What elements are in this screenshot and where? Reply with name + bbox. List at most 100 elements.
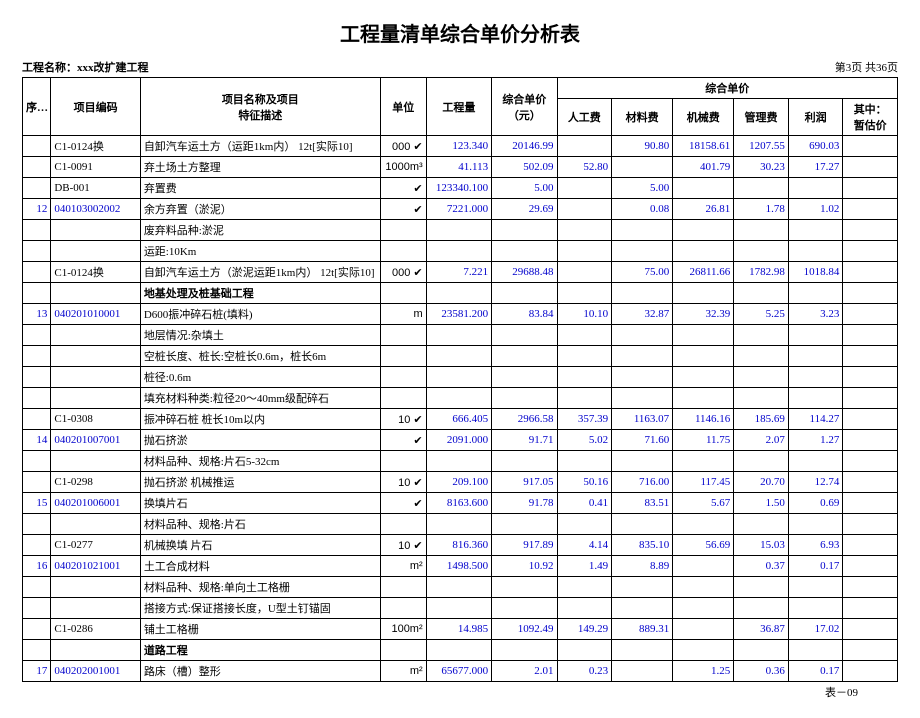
cell: 357.39 xyxy=(557,409,612,430)
cell: 桩径:0.6m xyxy=(140,367,380,388)
main-table: 序号 项目编码 项目名称及项目特征描述 单位 工程量 综合单价（元） 综合单价 … xyxy=(22,77,898,682)
cell xyxy=(380,514,426,535)
cell: 10.10 xyxy=(557,304,612,325)
cell: 1.49 xyxy=(557,556,612,577)
cell: 1.02 xyxy=(788,199,843,220)
cell: 1782.98 xyxy=(734,262,789,283)
cell xyxy=(23,157,51,178)
cell xyxy=(380,283,426,304)
cell xyxy=(788,598,843,619)
cell xyxy=(734,367,789,388)
cell xyxy=(788,178,843,199)
cell xyxy=(557,640,612,661)
table-row: 填充材料种类:粒径20～40mm级配碎石 xyxy=(23,388,898,409)
cell: 废弃料品种:淤泥 xyxy=(140,220,380,241)
cell: 1.78 xyxy=(734,199,789,220)
cell xyxy=(51,577,140,598)
cell: 抛石挤淤 机械推运 xyxy=(140,472,380,493)
page-info: 第3页 共36页 xyxy=(835,59,898,75)
cell xyxy=(843,262,898,283)
cell xyxy=(788,346,843,367)
cell xyxy=(557,136,612,157)
cell xyxy=(426,241,491,262)
cell xyxy=(557,451,612,472)
cell: C1-0308 xyxy=(51,409,140,430)
cell: m² xyxy=(380,556,426,577)
project-label: 工程名称： xyxy=(22,62,77,74)
cell xyxy=(612,283,673,304)
cell: 5.67 xyxy=(673,493,734,514)
cell: 7221.000 xyxy=(426,199,491,220)
cell xyxy=(23,283,51,304)
cell: 0.23 xyxy=(557,661,612,682)
table-row: 桩径:0.6m xyxy=(23,367,898,388)
cell: 040201010001 xyxy=(51,304,140,325)
table-row: 废弃料品种:淤泥 xyxy=(23,220,898,241)
cell xyxy=(612,241,673,262)
cell xyxy=(843,619,898,640)
cell xyxy=(843,598,898,619)
cell: 16 xyxy=(23,556,51,577)
cell xyxy=(23,346,51,367)
cell: 71.60 xyxy=(612,430,673,451)
cell: C1-0091 xyxy=(51,157,140,178)
cell xyxy=(51,451,140,472)
cell xyxy=(23,451,51,472)
cell: 10 ✔ xyxy=(380,535,426,556)
cell: C1-0286 xyxy=(51,619,140,640)
cell: 运距:10Km xyxy=(140,241,380,262)
th-material: 材料费 xyxy=(612,99,673,136)
cell: 0.17 xyxy=(788,661,843,682)
cell xyxy=(380,367,426,388)
table-row: 地基处理及桩基础工程 xyxy=(23,283,898,304)
cell xyxy=(51,640,140,661)
cell: 15 xyxy=(23,493,51,514)
table-row: C1-0286铺土工格栅100m²14.9851092.49149.29889.… xyxy=(23,619,898,640)
cell xyxy=(492,220,557,241)
cell: 26811.66 xyxy=(673,262,734,283)
cell: 23581.200 xyxy=(426,304,491,325)
cell xyxy=(734,388,789,409)
cell xyxy=(612,661,673,682)
table-row: 材料品种、规格:片石 xyxy=(23,514,898,535)
cell xyxy=(673,388,734,409)
cell: 3.23 xyxy=(788,304,843,325)
cell: 10 ✔ xyxy=(380,472,426,493)
cell: 10.92 xyxy=(492,556,557,577)
cell: 117.45 xyxy=(673,472,734,493)
cell xyxy=(612,367,673,388)
cell: 搭接方式:保证搭接长度，U型土钉锚固 xyxy=(140,598,380,619)
cell xyxy=(843,304,898,325)
cell: 8163.600 xyxy=(426,493,491,514)
cell xyxy=(380,577,426,598)
cell xyxy=(843,388,898,409)
cell: C1-0298 xyxy=(51,472,140,493)
cell: 5.25 xyxy=(734,304,789,325)
cell xyxy=(673,178,734,199)
cell xyxy=(843,241,898,262)
cell xyxy=(843,325,898,346)
cell xyxy=(673,220,734,241)
cell xyxy=(843,283,898,304)
cell: 路床（槽）整形 xyxy=(140,661,380,682)
cell: 材料品种、规格:片石 xyxy=(140,514,380,535)
cell xyxy=(23,262,51,283)
cell xyxy=(492,640,557,661)
cell: ✔ xyxy=(380,493,426,514)
table-row: C1-0277机械换填 片石10 ✔816.360917.894.14835.1… xyxy=(23,535,898,556)
cell: 1000m³ xyxy=(380,157,426,178)
table-row: DB-001弃置费✔123340.1005.005.00 xyxy=(23,178,898,199)
cell: C1-0277 xyxy=(51,535,140,556)
cell: 040201021001 xyxy=(51,556,140,577)
cell: 自卸汽车运土方（淤泥运距1km内） 12t[实际10] xyxy=(140,262,380,283)
cell: 抛石挤淤 xyxy=(140,430,380,451)
cell xyxy=(426,451,491,472)
table-row: C1-0124换自卸汽车运土方（运距1km内） 12t[实际10]000 ✔12… xyxy=(23,136,898,157)
cell xyxy=(734,451,789,472)
cell xyxy=(557,241,612,262)
cell: 502.09 xyxy=(492,157,557,178)
cell: 1.50 xyxy=(734,493,789,514)
cell: 20146.99 xyxy=(492,136,557,157)
cell xyxy=(612,157,673,178)
cell xyxy=(557,367,612,388)
